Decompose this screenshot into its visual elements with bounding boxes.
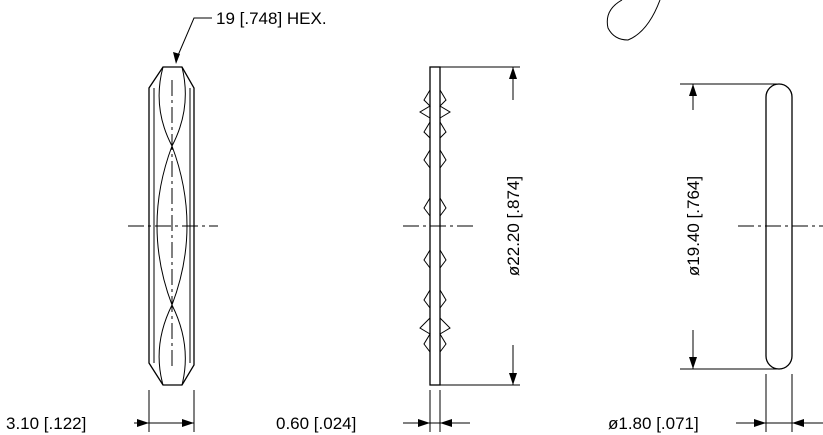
hex-callout-label: 19 [.748] HEX.: [216, 9, 327, 28]
cropped-outline-fragment: [606, 0, 661, 41]
lock-washer-diameter-label: ø22.20 [.874]: [504, 176, 523, 276]
hex-nut-lower-facet: [158, 304, 186, 386]
hex-nut-thickness-label: 3.10 [.122]: [6, 414, 86, 433]
hex-nut-view: 19 [.748] HEX. 3.10 [.122]: [6, 9, 327, 433]
lock-washer-thickness-label: 0.60 [.024]: [276, 414, 356, 433]
lock-washer-view: ø22.20 [.874] 0.60 [.024]: [276, 66, 523, 433]
o-ring-thickness-label: ø1.80 [.071]: [608, 414, 699, 433]
o-ring-diameter-label: ø19.40 [.764]: [684, 176, 703, 276]
o-ring-view: ø19.40 [.764] ø1.80 [.071]: [608, 83, 823, 433]
lock-washer-teeth: [419, 89, 451, 353]
hex-callout-arrowhead: [173, 52, 180, 64]
hex-callout-leader: [175, 17, 212, 61]
